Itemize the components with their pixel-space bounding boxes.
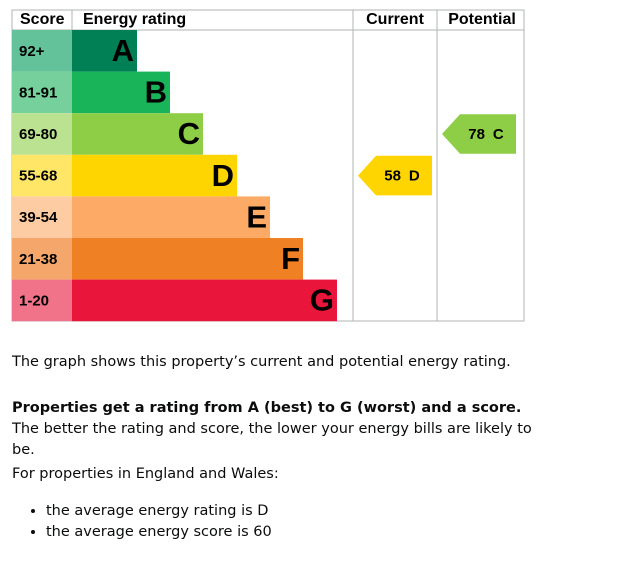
score-cell bbox=[12, 196, 72, 238]
score-range: 55-68 bbox=[19, 168, 57, 185]
rating-bar bbox=[72, 154, 237, 197]
rating-letter: F bbox=[281, 241, 300, 276]
epc-chart: Score Energy rating Current Potential 92… bbox=[11, 9, 525, 322]
bullet: the average energy score is 60 bbox=[46, 522, 566, 543]
score: 58 bbox=[384, 168, 401, 185]
rating-bar bbox=[72, 238, 303, 280]
score-range: 1-20 bbox=[19, 292, 49, 309]
rating-letter: D bbox=[212, 158, 234, 193]
bullet-list: the average energy rating is D the avera… bbox=[12, 501, 566, 543]
score-cell bbox=[12, 30, 72, 72]
potential-label: 78 C bbox=[468, 126, 504, 143]
rating-letter: E bbox=[246, 199, 267, 234]
header: Current bbox=[366, 11, 424, 28]
score-cell bbox=[12, 154, 72, 197]
rating-bar bbox=[72, 30, 137, 72]
current-label: 58 D bbox=[384, 168, 420, 185]
paragraph: Properties get a rating from A (best) to… bbox=[12, 398, 532, 461]
score-range: 81-91 bbox=[19, 84, 57, 101]
score-cell bbox=[12, 238, 72, 280]
rating-bar bbox=[72, 71, 170, 114]
text: The better the rating and score, the low… bbox=[12, 421, 532, 458]
score-cell bbox=[12, 71, 72, 114]
score-range: 39-54 bbox=[19, 209, 58, 226]
score-cell bbox=[12, 113, 72, 155]
rating-bar bbox=[72, 113, 203, 155]
current-arrow bbox=[358, 155, 432, 196]
rating: C bbox=[493, 126, 504, 143]
header: Potential bbox=[448, 11, 516, 28]
score-range: 21-38 bbox=[19, 251, 57, 268]
bold-text: Properties get a rating from A (best) to… bbox=[12, 400, 522, 416]
rating-letter: G bbox=[310, 283, 334, 318]
score-cell bbox=[12, 279, 72, 322]
score-range: 92+ bbox=[19, 43, 45, 60]
score: 78 bbox=[468, 126, 485, 143]
bullet: the average energy rating is D bbox=[46, 501, 566, 522]
rating-bar bbox=[72, 279, 337, 322]
paragraph: The graph shows this property’s current … bbox=[12, 354, 511, 370]
rating-letter: B bbox=[145, 75, 167, 110]
rating-bar bbox=[72, 196, 270, 238]
rating-letter: C bbox=[178, 116, 200, 151]
header: Score bbox=[20, 11, 65, 28]
header: Energy rating bbox=[83, 11, 186, 28]
potential-arrow bbox=[442, 114, 516, 154]
rating-letter: A bbox=[112, 33, 134, 68]
paragraph: For properties in England and Wales: bbox=[12, 466, 279, 482]
score-range: 69-80 bbox=[19, 126, 57, 143]
rating: D bbox=[409, 168, 420, 185]
